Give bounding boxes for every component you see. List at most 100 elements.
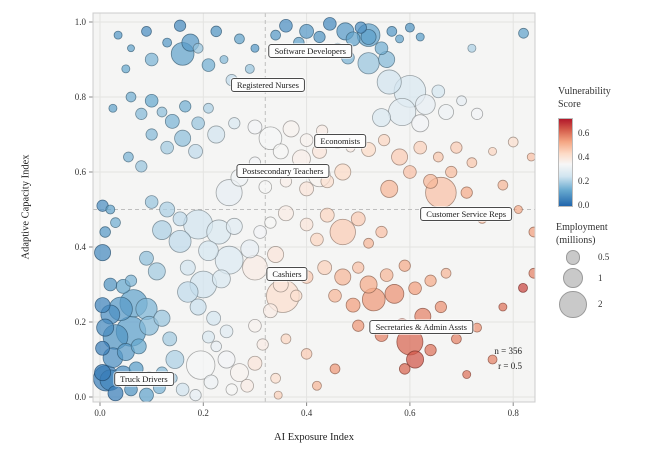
data-point <box>292 149 311 169</box>
data-point <box>497 179 509 191</box>
data-point <box>423 174 438 189</box>
data-point <box>467 43 477 53</box>
data-point <box>312 144 327 159</box>
data-point <box>211 269 231 289</box>
data-point <box>210 340 222 353</box>
size-legend-circle <box>559 290 587 319</box>
data-point <box>313 30 326 44</box>
data-point <box>360 29 377 45</box>
data-point <box>451 333 462 345</box>
size-legend: Employment (millions) 0.5 1 2 <box>556 222 656 319</box>
data-point <box>456 95 467 107</box>
data-point <box>186 350 216 380</box>
data-point <box>415 32 425 42</box>
data-point <box>316 124 329 137</box>
data-point <box>95 340 110 356</box>
data-point <box>450 141 463 154</box>
data-point <box>188 144 203 159</box>
data-point <box>174 129 192 147</box>
data-point <box>470 107 484 120</box>
colorbar-tick-label: 0.0 <box>578 200 590 210</box>
data-point <box>279 175 293 188</box>
data-point <box>293 36 305 49</box>
data-point <box>379 268 394 282</box>
data-point <box>230 363 249 383</box>
data-point <box>264 216 277 229</box>
data-point <box>177 281 199 303</box>
data-point <box>160 140 174 155</box>
data-point <box>258 180 273 194</box>
data-point <box>159 201 176 218</box>
data-point <box>147 262 166 281</box>
data-point <box>329 218 356 246</box>
data-point <box>142 371 156 386</box>
data-point <box>411 114 430 133</box>
data-point <box>377 134 391 147</box>
data-point <box>431 84 446 99</box>
data-point <box>345 142 356 153</box>
data-point <box>394 318 410 334</box>
data-point <box>334 163 352 181</box>
data-point <box>153 309 171 327</box>
data-point <box>247 355 263 371</box>
data-point <box>228 117 241 130</box>
data-point <box>528 226 535 238</box>
data-point <box>352 261 365 274</box>
data-point <box>166 372 178 384</box>
data-point <box>128 361 144 377</box>
data-point <box>113 30 123 40</box>
data-point <box>317 260 333 275</box>
data-point <box>299 181 314 197</box>
color-legend-title: Vulnerability Score <box>558 86 611 110</box>
data-point <box>94 297 111 314</box>
data-point <box>352 319 365 332</box>
data-point <box>110 217 121 228</box>
data-point <box>329 363 341 375</box>
data-point <box>179 259 196 276</box>
data-point <box>363 237 374 249</box>
data-point <box>99 226 111 238</box>
data-point <box>404 22 415 33</box>
data-point <box>299 217 314 232</box>
data-point <box>225 217 243 235</box>
data-point <box>94 364 112 382</box>
colorbar-tick-label: 0.2 <box>578 175 590 186</box>
data-point <box>103 277 118 292</box>
data-point <box>424 274 437 287</box>
data-point <box>445 165 458 179</box>
data-point <box>354 21 367 34</box>
data-point <box>270 29 281 41</box>
data-point <box>357 52 380 75</box>
colorbar-tick-label: 0.4 <box>578 151 590 162</box>
data-point <box>225 383 238 396</box>
data-point <box>201 58 216 72</box>
data-point <box>108 103 118 113</box>
data-point <box>125 91 137 103</box>
data-point <box>203 102 214 114</box>
data-point <box>219 55 229 64</box>
size-legend-label: 2 <box>598 299 603 310</box>
size-legend-row: 1 <box>556 267 656 288</box>
data-point <box>372 108 391 128</box>
data-point <box>141 26 152 37</box>
data-point <box>139 387 154 402</box>
data-point <box>312 380 322 391</box>
data-point <box>219 324 234 339</box>
data-point <box>240 239 260 259</box>
data-point <box>273 390 283 400</box>
size-legend-rows: 0.5 1 2 <box>556 250 656 319</box>
data-point <box>279 18 293 33</box>
data-point <box>94 244 112 262</box>
data-point <box>192 42 204 54</box>
data-point <box>145 128 158 141</box>
y-axis-label: Adaptive Capacity Index <box>20 154 32 260</box>
data-point <box>215 179 243 207</box>
data-point <box>434 300 447 314</box>
data-point <box>375 225 388 239</box>
data-point <box>96 318 115 337</box>
data-point <box>130 338 147 355</box>
data-point <box>391 148 409 166</box>
data-point <box>144 195 159 209</box>
data-point <box>406 350 425 369</box>
data-point <box>123 151 134 163</box>
